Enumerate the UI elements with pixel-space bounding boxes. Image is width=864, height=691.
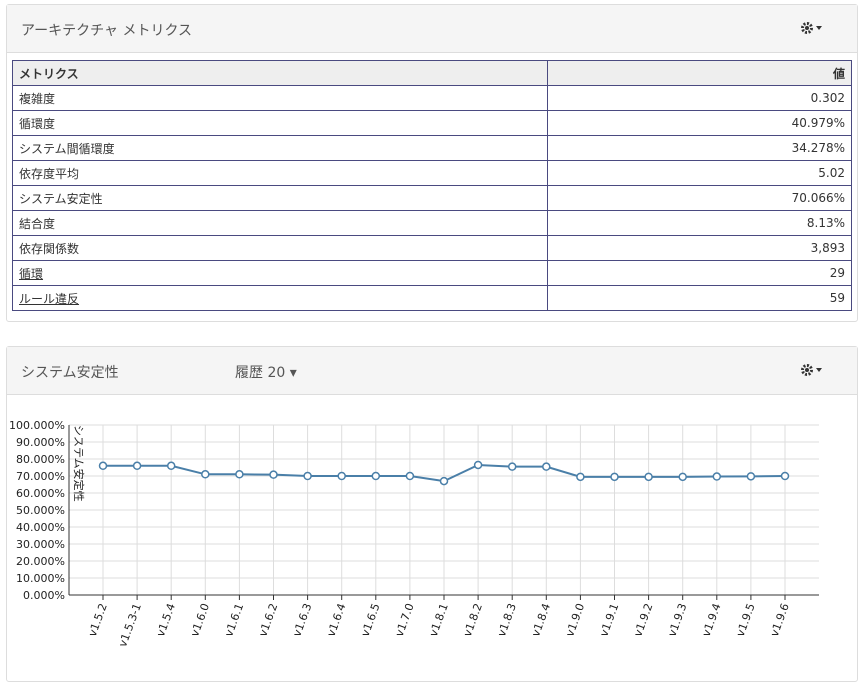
y-tick-label: 60.000% xyxy=(16,487,65,500)
metric-link[interactable]: ルール違反 xyxy=(19,291,80,306)
x-tick-label: v1.6.1 xyxy=(222,602,246,639)
table-cell: 34.278% xyxy=(547,135,852,161)
point xyxy=(473,460,483,470)
panel-header: システム安定性 履歴 20 ▾ xyxy=(7,347,857,395)
point xyxy=(780,471,790,481)
table-cell: システム安定性 xyxy=(12,185,548,211)
x-tick-label: v1.8.2 xyxy=(461,602,485,639)
table-cell: 29 xyxy=(547,260,852,286)
point xyxy=(405,471,415,481)
x-tick-label: v1.9.3 xyxy=(666,602,690,639)
table-cell: 依存関係数 xyxy=(12,235,548,261)
point xyxy=(542,462,551,471)
table-row: 依存関係数 3,893 xyxy=(12,235,852,261)
point xyxy=(610,472,619,482)
table-cell: 複雑度 xyxy=(12,85,548,111)
point xyxy=(235,470,244,479)
x-tick-label: v1.9.5 xyxy=(734,602,758,639)
table-cell: 0.302 xyxy=(547,85,852,111)
x-tick-label: v1.8.1 xyxy=(427,602,451,639)
table-row: 依存度平均 5.02 xyxy=(12,160,852,186)
x-tick-label: v1.6.2 xyxy=(256,602,280,639)
metrics-table: メトリクス値複雑度 0.302 循環度 40.979% システム間循環度 34.278% 依… xyxy=(12,60,852,311)
x-tick-label: v1.5.2 xyxy=(86,602,110,639)
y-tick-label: 70.000% xyxy=(16,470,65,483)
table-cell: 59 xyxy=(547,285,852,311)
table-cell: 循環度 xyxy=(12,110,548,136)
x-tick-label: v1.6.3 xyxy=(290,602,314,639)
header-cell: メトリクス xyxy=(12,60,548,86)
x-tick-label: v1.7.0 xyxy=(393,602,417,639)
metrics-panel: アーキテクチャ メトリクス メトリクス値複雑度 0.302 循環度 40.979% シス… xyxy=(6,4,858,322)
x-tick-label: v1.6.4 xyxy=(325,602,349,639)
history-label[interactable]: 履歴 20 xyxy=(235,365,286,381)
y-tick-label: 50.000% xyxy=(16,504,65,517)
table-row: 複雑度 0.302 xyxy=(12,85,852,111)
table-cell: 8.13% xyxy=(547,210,852,236)
panel-title: システム安定性 xyxy=(21,365,119,381)
y-tick-label: 80.000% xyxy=(16,453,65,466)
point xyxy=(746,472,756,481)
table-cell: 3,893 xyxy=(547,235,852,261)
y-axis-title: システム安定性 xyxy=(72,425,86,502)
settings-button[interactable] xyxy=(801,363,827,377)
point xyxy=(303,471,312,481)
point xyxy=(269,470,278,479)
y-tick-label: 20.000% xyxy=(16,555,65,568)
x-tick-label: v1.5.4 xyxy=(154,602,178,639)
table-row: 循環度 40.979% xyxy=(12,110,852,136)
y-tick-label: 100.000% xyxy=(9,419,65,432)
settings-button[interactable] xyxy=(801,21,827,35)
point xyxy=(678,472,687,482)
table-cell: システム間循環度 xyxy=(12,135,548,161)
panel-title: アーキテクチャ メトリクス xyxy=(21,23,193,39)
table-cell: 結合度 xyxy=(12,210,548,236)
point xyxy=(712,472,722,481)
table-row: システム間循環度 34.278% xyxy=(12,135,852,161)
point xyxy=(337,471,346,481)
table-cell: 循環 xyxy=(12,260,548,286)
y-tick-label: 90.000% xyxy=(16,436,65,449)
y-tick-label: 0.000% xyxy=(23,589,65,602)
chart: 0.000% 10.000% 20.000% 30.000% 40.000% 50.000… xyxy=(9,419,819,649)
point xyxy=(98,461,108,471)
y-tick-label: 10.000% xyxy=(16,572,65,585)
history-dropdown[interactable]: 履歴 20 ▾ xyxy=(235,365,297,381)
point xyxy=(371,471,381,481)
point xyxy=(132,461,142,471)
point xyxy=(166,461,176,471)
x-tick-label: v1.8.4 xyxy=(529,602,553,639)
table-row: ルール違反 59 xyxy=(12,285,852,311)
x-tick-label: v1.8.3 xyxy=(495,602,519,639)
table-cell: ルール違反 xyxy=(12,285,548,311)
x-tick-label: v1.6.5 xyxy=(359,602,383,639)
table-row: システム安定性 70.066% xyxy=(12,185,852,211)
y-tick-label: 30.000% xyxy=(16,538,65,551)
x-tick-label: v1.6.0 xyxy=(188,602,212,639)
table-cell: 依存度平均 xyxy=(12,160,548,186)
header-cell: 値 xyxy=(547,60,852,86)
stability-panel: システム安定性 履歴 20 ▾ 0.000% 10.000% 20.000% 30.0… xyxy=(6,346,858,682)
y-tick-label: 40.000% xyxy=(16,521,65,534)
table-cell: 5.02 xyxy=(547,160,852,186)
table-cell: 70.066% xyxy=(547,185,852,211)
x-tick-label: v1.5.3-1 xyxy=(116,602,144,649)
metric-link[interactable]: 循環 xyxy=(19,266,44,281)
table-row: 循環 29 xyxy=(12,260,852,286)
point xyxy=(644,472,653,482)
header-row: メトリクス値 xyxy=(12,60,852,86)
x-tick-label: v1.9.2 xyxy=(631,602,655,639)
x-tick-label: v1.9.1 xyxy=(597,602,621,639)
table-row: 結合度 8.13% xyxy=(12,210,852,236)
x-tick-label: v1.9.0 xyxy=(563,602,587,639)
table-cell: 40.979% xyxy=(547,110,852,136)
panel-header: アーキテクチャ メトリクス xyxy=(7,5,857,53)
point xyxy=(201,470,210,479)
point xyxy=(439,476,449,486)
point xyxy=(507,462,517,471)
x-tick-label: v1.9.6 xyxy=(768,602,792,639)
x-tick-label: v1.9.4 xyxy=(700,602,724,639)
point xyxy=(576,472,585,482)
